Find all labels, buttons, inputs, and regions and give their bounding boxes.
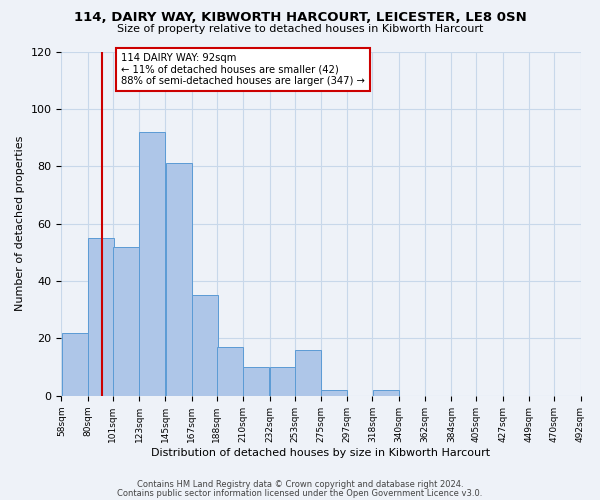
Text: 114, DAIRY WAY, KIBWORTH HARCOURT, LEICESTER, LE8 0SN: 114, DAIRY WAY, KIBWORTH HARCOURT, LEICE… bbox=[74, 11, 526, 24]
Bar bbox=[321, 390, 347, 396]
Text: 114 DAIRY WAY: 92sqm
← 11% of detached houses are smaller (42)
88% of semi-detac: 114 DAIRY WAY: 92sqm ← 11% of detached h… bbox=[121, 53, 365, 86]
Bar bbox=[192, 296, 218, 396]
Bar bbox=[88, 238, 114, 396]
Text: Size of property relative to detached houses in Kibworth Harcourt: Size of property relative to detached ho… bbox=[117, 24, 483, 34]
Y-axis label: Number of detached properties: Number of detached properties bbox=[15, 136, 25, 312]
Bar bbox=[62, 332, 88, 396]
Bar bbox=[217, 347, 243, 396]
Bar bbox=[373, 390, 398, 396]
Bar bbox=[166, 164, 191, 396]
Bar bbox=[113, 246, 139, 396]
Bar bbox=[139, 132, 165, 396]
Text: Contains public sector information licensed under the Open Government Licence v3: Contains public sector information licen… bbox=[118, 489, 482, 498]
Bar bbox=[295, 350, 321, 396]
Bar bbox=[269, 367, 296, 396]
Text: Contains HM Land Registry data © Crown copyright and database right 2024.: Contains HM Land Registry data © Crown c… bbox=[137, 480, 463, 489]
Bar bbox=[244, 367, 269, 396]
X-axis label: Distribution of detached houses by size in Kibworth Harcourt: Distribution of detached houses by size … bbox=[151, 448, 491, 458]
